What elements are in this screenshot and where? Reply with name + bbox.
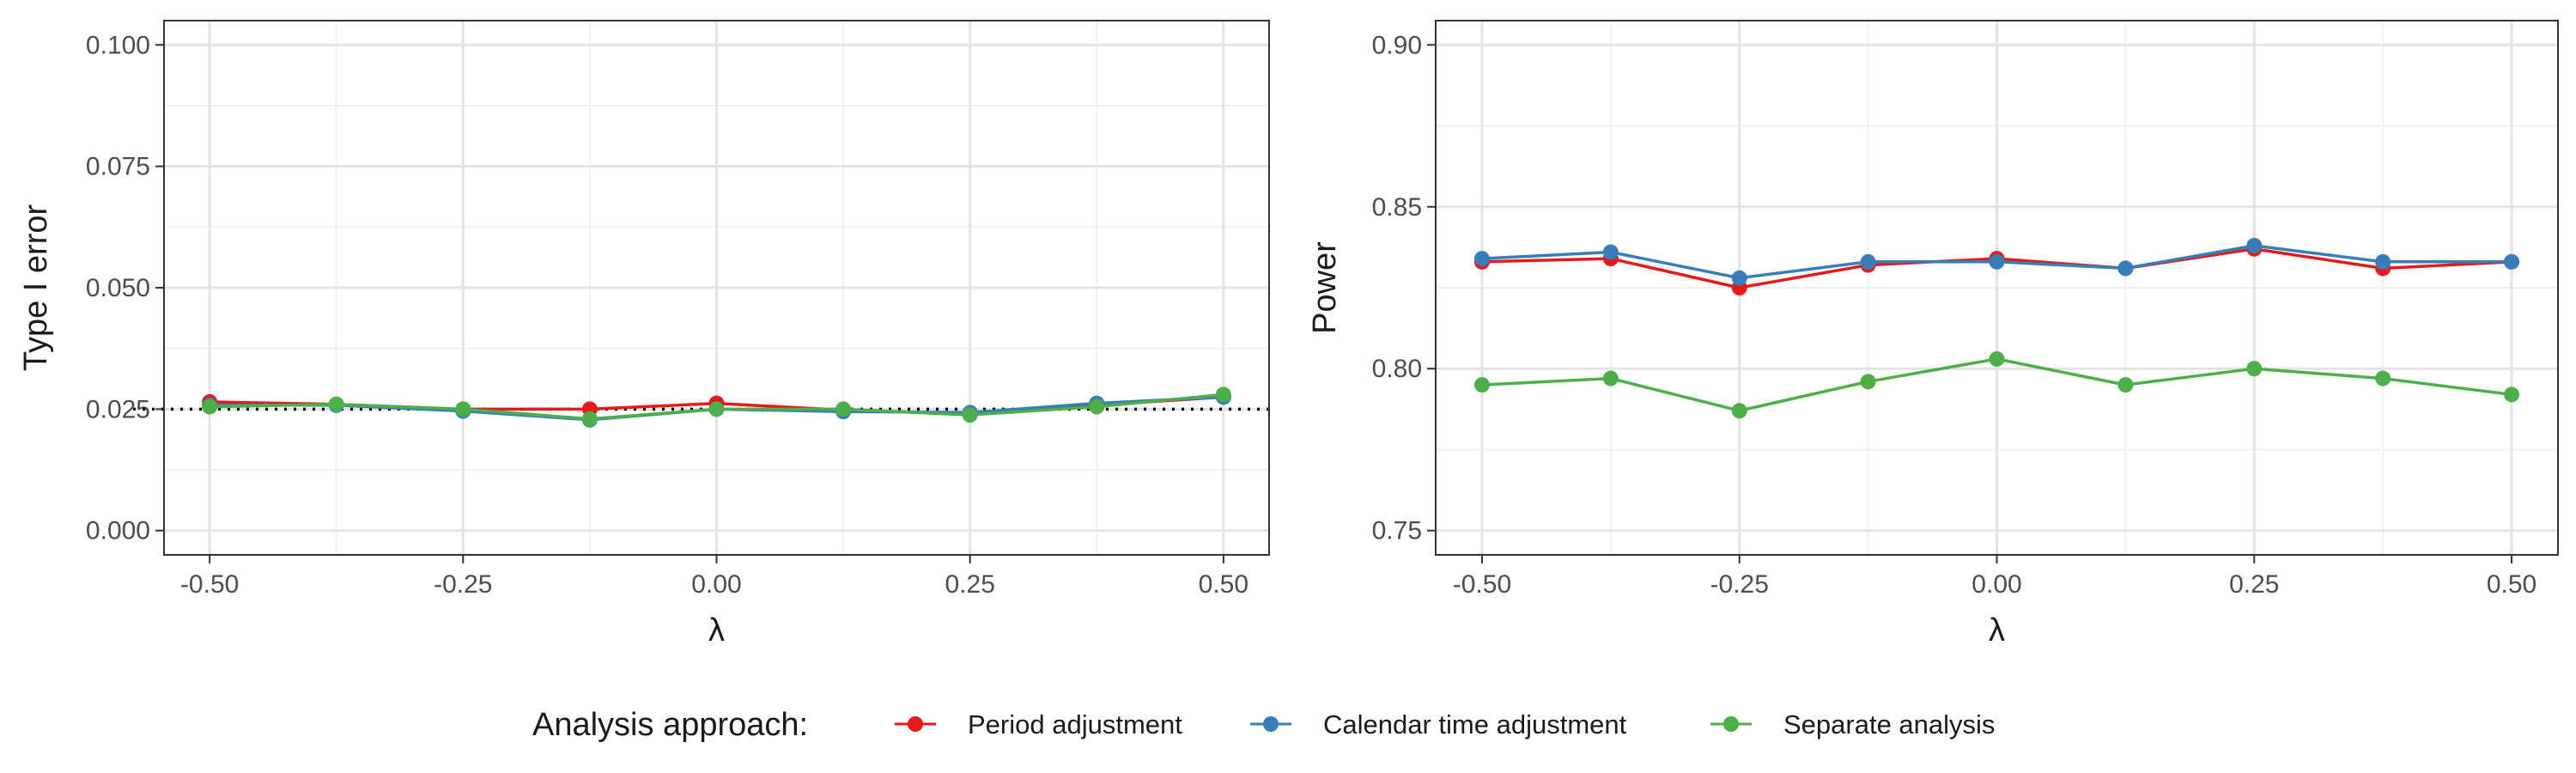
data-point xyxy=(1989,253,2005,270)
data-point xyxy=(962,407,978,423)
data-point xyxy=(708,401,725,417)
data-point xyxy=(1089,399,1105,415)
legend-label: Period adjustment xyxy=(968,709,1182,740)
x-tick-label: -0.25 xyxy=(434,570,492,599)
data-point xyxy=(581,411,598,427)
data-point xyxy=(1473,251,1490,267)
data-point xyxy=(1731,270,1747,286)
data-point xyxy=(1473,377,1490,393)
data-point xyxy=(1860,253,1876,270)
x-axis-title: λ xyxy=(1989,612,2005,648)
x-tick-label: -0.25 xyxy=(1710,570,1769,599)
y-axis-title: Type I error xyxy=(18,204,54,372)
legend-title: Analysis approach: xyxy=(532,707,808,743)
y-tick-label: 0.75 xyxy=(1372,517,1422,545)
y-tick-label: 0.85 xyxy=(1372,193,1422,222)
data-point xyxy=(1215,386,1231,403)
series-calendar-time-adjustment xyxy=(1473,237,2520,286)
data-point xyxy=(2375,370,2391,386)
legend-item-period-adjustment: Period adjustment xyxy=(895,709,1182,740)
legend-item-separate-analysis: Separate analysis xyxy=(1710,709,1995,740)
y-tick-label: 0.025 xyxy=(86,395,150,423)
data-point xyxy=(328,396,344,412)
series-separate-analysis xyxy=(202,386,1231,427)
legend: Analysis approach: Period adjustment Cal… xyxy=(532,707,1995,743)
x-tick-label: 0.00 xyxy=(691,570,741,599)
data-point xyxy=(1860,374,1876,390)
data-point xyxy=(2375,253,2391,270)
data-point xyxy=(455,401,471,417)
data-point xyxy=(2504,386,2520,403)
legend-key-point xyxy=(1263,716,1279,732)
x-tick-label: 0.25 xyxy=(2229,570,2279,599)
data-point xyxy=(202,399,218,415)
y-tick-label: 0.075 xyxy=(86,153,150,181)
data-point xyxy=(1602,244,1619,260)
y-tick-label: 0.90 xyxy=(1372,31,1422,59)
data-point xyxy=(835,401,852,417)
plot-border xyxy=(163,20,1270,556)
y-tick-label: 0.000 xyxy=(86,517,150,545)
data-point xyxy=(2504,253,2520,270)
type1-error-panel: 0.000 0.025 0.050 0.075 0.100 -0.50 -0.25 0.00 0… xyxy=(18,20,1271,648)
x-tick-label: -0.50 xyxy=(1453,570,1511,599)
legend-key-point xyxy=(908,716,923,732)
x-tick-label: 0.00 xyxy=(1971,570,2021,599)
y-axis-title: Power xyxy=(1307,241,1343,334)
legend-key-point xyxy=(1723,716,1739,732)
legend-label: Separate analysis xyxy=(1783,709,1995,740)
data-point xyxy=(2117,260,2134,277)
x-axis-title: λ xyxy=(708,612,725,648)
legend-label: Calendar time adjustment xyxy=(1323,709,1627,740)
data-point xyxy=(2117,377,2134,393)
legend-item-calendar-time-adjustment: Calendar time adjustment xyxy=(1250,709,1627,740)
x-tick-label: 0.50 xyxy=(2487,570,2537,599)
y-tick-label: 0.050 xyxy=(86,274,150,302)
data-point xyxy=(1731,403,1747,419)
plot-border xyxy=(1435,20,2559,556)
x-tick-label: 0.25 xyxy=(945,570,994,599)
series-separate-analysis xyxy=(1473,350,2520,419)
power-panel: 0.75 0.80 0.85 0.90 -0.50 -0.25 0.00 0.25 0.50 λ P… xyxy=(1307,20,2559,648)
x-tick-label: -0.50 xyxy=(180,570,239,599)
y-tick-label: 0.80 xyxy=(1372,355,1422,383)
y-tick-label: 0.100 xyxy=(86,31,150,59)
data-point xyxy=(1989,350,2005,367)
data-point xyxy=(1602,370,1619,386)
x-tick-label: 0.50 xyxy=(1199,570,1249,599)
data-point xyxy=(2246,361,2263,377)
data-point xyxy=(2246,237,2263,253)
